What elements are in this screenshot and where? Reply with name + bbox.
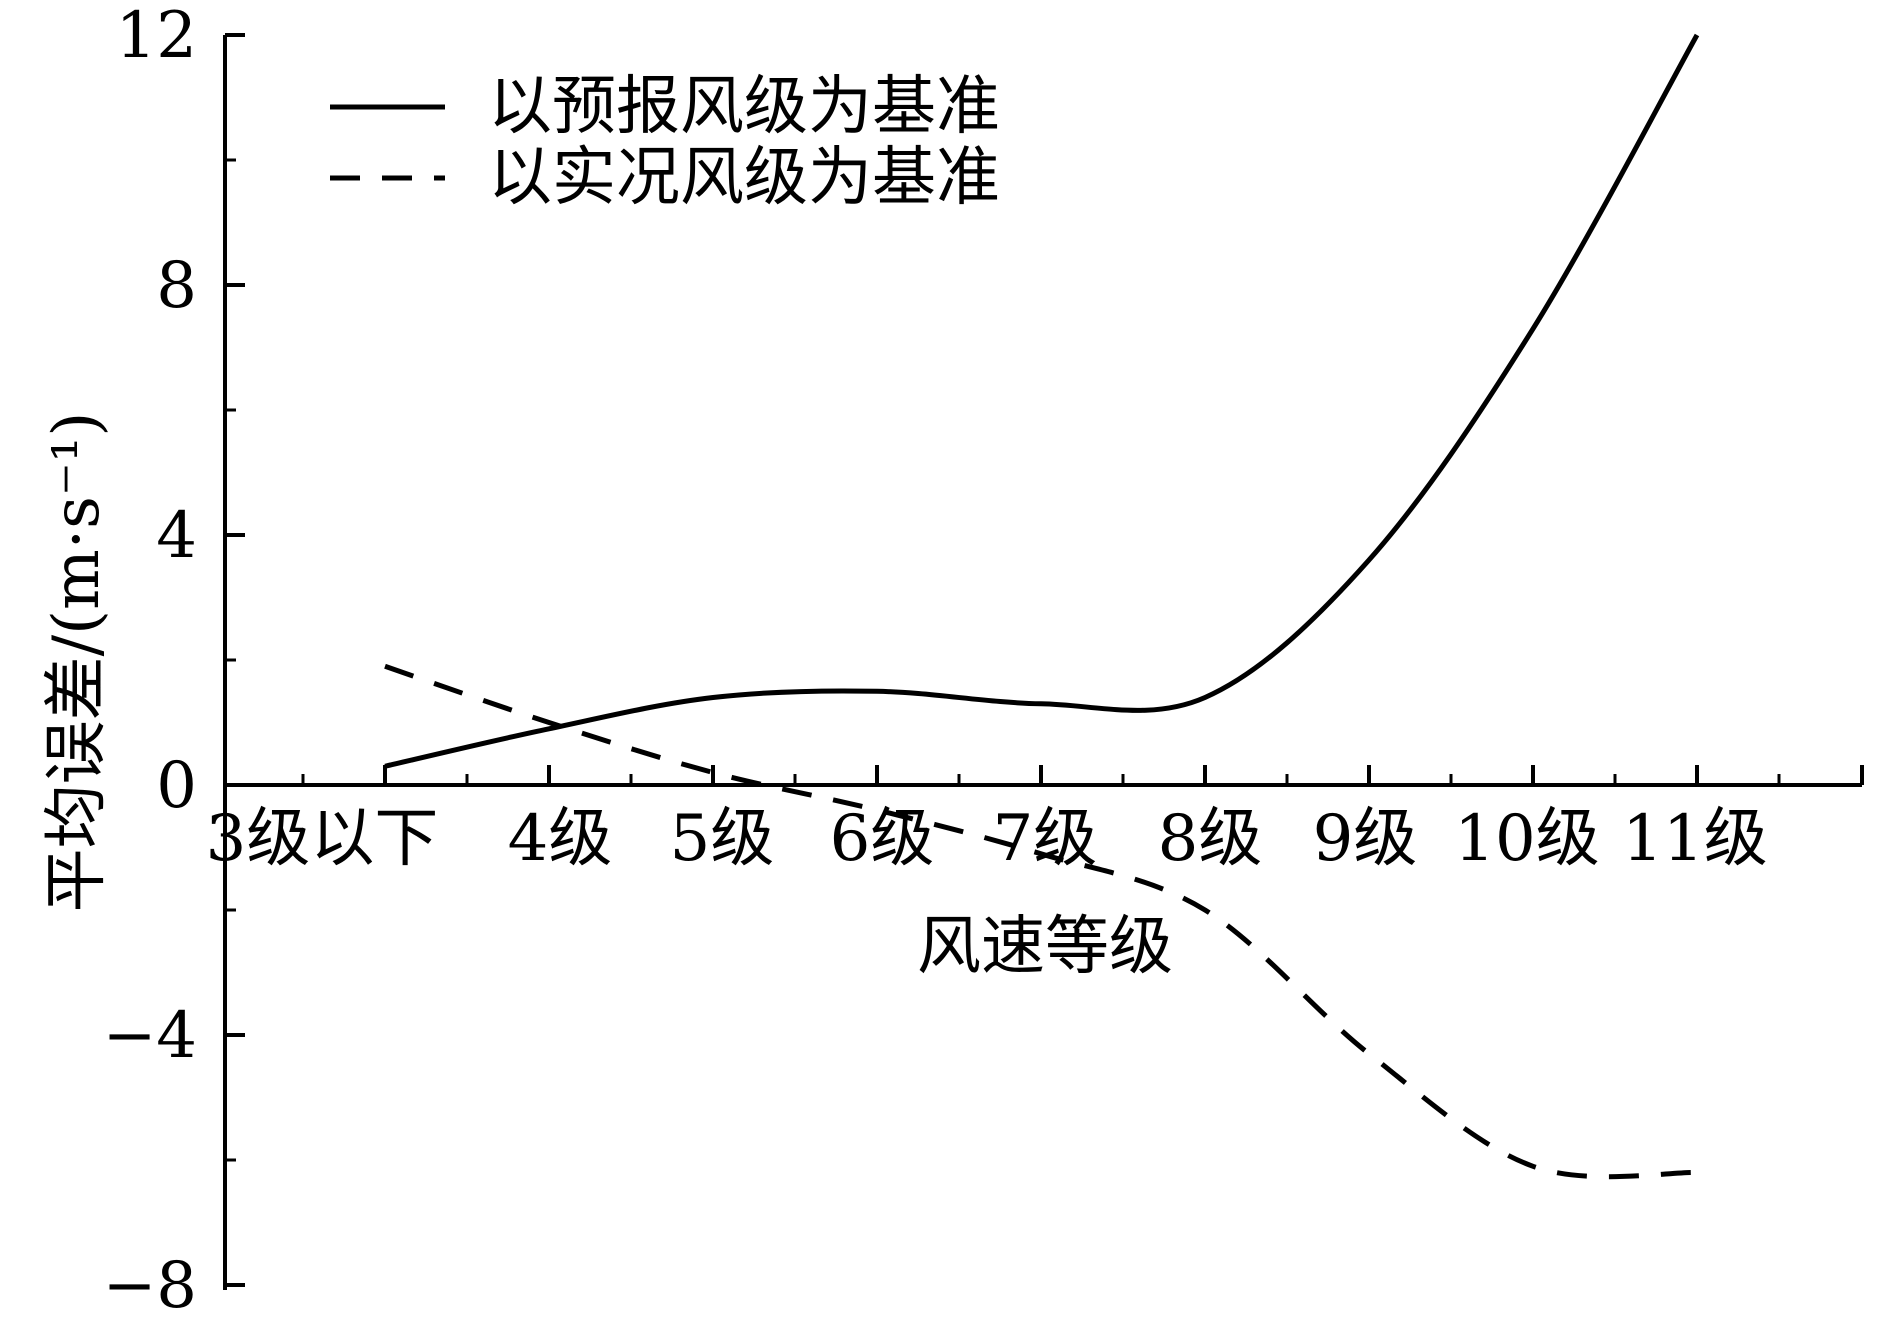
x-tick-label: 7级 xyxy=(993,802,1098,876)
legend-label-observed: 以实况风级为基准 xyxy=(488,141,1000,215)
x-tick-label: 6级 xyxy=(830,802,935,876)
x-tick-label: 10级 xyxy=(1454,802,1599,876)
legend-label-forecast: 以预报风级为基准 xyxy=(488,70,1000,144)
y-tick-label: 0 xyxy=(156,749,197,823)
series-line-forecast xyxy=(384,33,1700,769)
x-tick-label: 9级 xyxy=(1313,802,1418,876)
x-ticks: 3级以下 4级 5级 6级 7级 8级 9级 10级 11级 xyxy=(206,765,1864,876)
x-axis-title: 风速等级 xyxy=(917,910,1173,984)
y-tick-label: 8 xyxy=(156,249,197,323)
y-tick-label: −8 xyxy=(103,1249,197,1323)
axes xyxy=(223,35,1862,1290)
x-tick-label: 3级以下 xyxy=(206,802,439,876)
legend: 以预报风级为基准 以实况风级为基准 xyxy=(330,70,1000,215)
x-tick-label: 5级 xyxy=(670,802,775,876)
series-line-observed xyxy=(384,663,1698,1180)
series-layer xyxy=(384,33,1700,1180)
y-tick-label: 12 xyxy=(116,0,197,73)
x-tick-label: 11级 xyxy=(1622,802,1767,876)
x-tick-label: 4级 xyxy=(508,802,613,876)
y-ticks: −8 −4 0 4 8 12 xyxy=(103,0,245,1323)
y-axis-title: 平均误差/(m·s⁻¹) xyxy=(40,412,114,913)
x-tick-label: 8级 xyxy=(1158,802,1263,876)
y-tick-label: −4 xyxy=(103,999,197,1073)
y-tick-label: 4 xyxy=(156,499,197,573)
